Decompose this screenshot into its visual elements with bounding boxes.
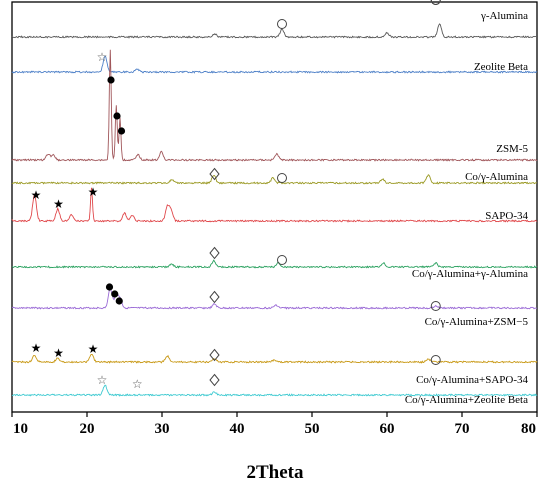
- marker-circle-co-gamma-alumina-sapo-34: [430, 355, 441, 365]
- marker-star-open-co-gamma-alumina-zeolite-beta: ☆: [97, 373, 108, 387]
- marker-dot-co-gamma-alumina-zsm-5: [111, 290, 119, 298]
- marker-star-co-gamma-alumina-sapo-34: ★: [53, 346, 64, 360]
- marker-circle-co-gamma-alumina: [277, 173, 287, 183]
- series-label-co-gamma-alumina-zeolite-beta: Co/γ-Alumina+Zeolite Beta: [405, 394, 528, 406]
- series-line-co-gamma-alumina-zsm-5: [11, 287, 538, 310]
- series-label-zeolite-beta: Zeolite Beta: [474, 61, 528, 73]
- marker-star-open-co-gamma-alumina-zeolite-beta: ☆: [132, 377, 143, 391]
- marker-diamond-co-gamma-alumina-zeolite-beta: [209, 373, 220, 387]
- x-tick-label: 30: [155, 421, 170, 437]
- series-label-zsm-5: ZSM-5: [496, 143, 528, 155]
- x-tick-label: 80: [521, 421, 536, 437]
- marker-dot-co-gamma-alumina-zsm-5: [105, 283, 114, 291]
- x-tick-label: 50: [305, 421, 320, 437]
- x-tick-label: 70: [455, 421, 470, 437]
- series-label-co-gamma-alumina-gamma-alumina: Co/γ-Alumina+γ-Alumina: [412, 268, 528, 280]
- x-tick-label: 40: [230, 421, 245, 437]
- label-layer: γ-Alumina Zeolite Beta ZSM-5 Co/γ-Alumina SA…: [405, 10, 529, 406]
- series-line-co-gamma-alumina-sapo-34: [11, 354, 538, 364]
- marker-star-open-zeolite-beta: ☆: [132, 0, 143, 3]
- x-axis-title: 2Theta: [247, 462, 305, 483]
- series-line-sapo-34: [11, 187, 538, 223]
- marker-circle-gamma-alumina: [277, 19, 287, 29]
- marker-dot-zsm-5: [117, 127, 126, 135]
- x-tick-label: 20: [80, 421, 95, 437]
- series-line-co-gamma-alumina: [11, 174, 537, 185]
- x-tick-label: 60: [380, 421, 395, 437]
- marker-circle-co-gamma-alumina-gamma-alumina: [430, 0, 441, 5]
- series-line-zsm-5: [11, 49, 538, 162]
- series-line-co-gamma-alumina-zeolite-beta: [11, 384, 538, 397]
- series-label-co-gamma-alumina-zsm-5: Co/γ-Alumina+ZSM−5: [425, 316, 529, 328]
- marker-diamond-co-gamma-alumina-zsm-5: [209, 290, 220, 304]
- marker-dot-zsm-5: [107, 76, 115, 84]
- series-line-gamma-alumina: [11, 23, 538, 39]
- series-layer: [11, 23, 538, 397]
- series-label-co-gamma-alumina-sapo-34: Co/γ-Alumina+SAPO-34: [416, 374, 528, 386]
- x-tick-label: 10: [13, 421, 28, 437]
- marker-circle-co-gamma-alumina-zsm-5: [430, 301, 441, 311]
- marker-diamond-co-gamma-alumina-sapo-34: [209, 348, 220, 362]
- tick-layer: 10 20 30 40 50 60 70 80: [11, 412, 538, 437]
- marker-diamond-co-gamma-alumina: [209, 167, 220, 181]
- series-line-co-gamma-alumina-gamma-alumina: [11, 259, 538, 269]
- marker-layer: ☆ ☆ ★ ★ ★ ★ ★ ★ ☆ ☆: [31, 0, 441, 391]
- marker-dot-co-gamma-alumina-zsm-5: [115, 297, 123, 305]
- series-label-gamma-alumina: γ-Alumina: [480, 10, 528, 22]
- series-label-sapo-34: SAPO-34: [485, 210, 528, 222]
- marker-circle-co-gamma-alumina-gamma-alumina: [277, 255, 287, 265]
- marker-star-co-gamma-alumina-sapo-34: ★: [88, 342, 99, 356]
- marker-star-sapo-34: ★: [53, 197, 64, 211]
- series-line-zeolite-beta: [11, 55, 538, 74]
- plot-frame: [11, 1, 538, 413]
- marker-star-sapo-34: ★: [31, 188, 42, 202]
- marker-star-sapo-34: ★: [88, 185, 99, 199]
- marker-star-open-zeolite-beta: ☆: [97, 50, 108, 64]
- marker-diamond-co-gamma-alumina-gamma-alumina: [209, 246, 220, 260]
- series-label-co-gamma-alumina: Co/γ-Alumina: [465, 171, 528, 183]
- marker-star-co-gamma-alumina-sapo-34: ★: [31, 341, 42, 355]
- marker-dot-zsm-5: [113, 112, 121, 120]
